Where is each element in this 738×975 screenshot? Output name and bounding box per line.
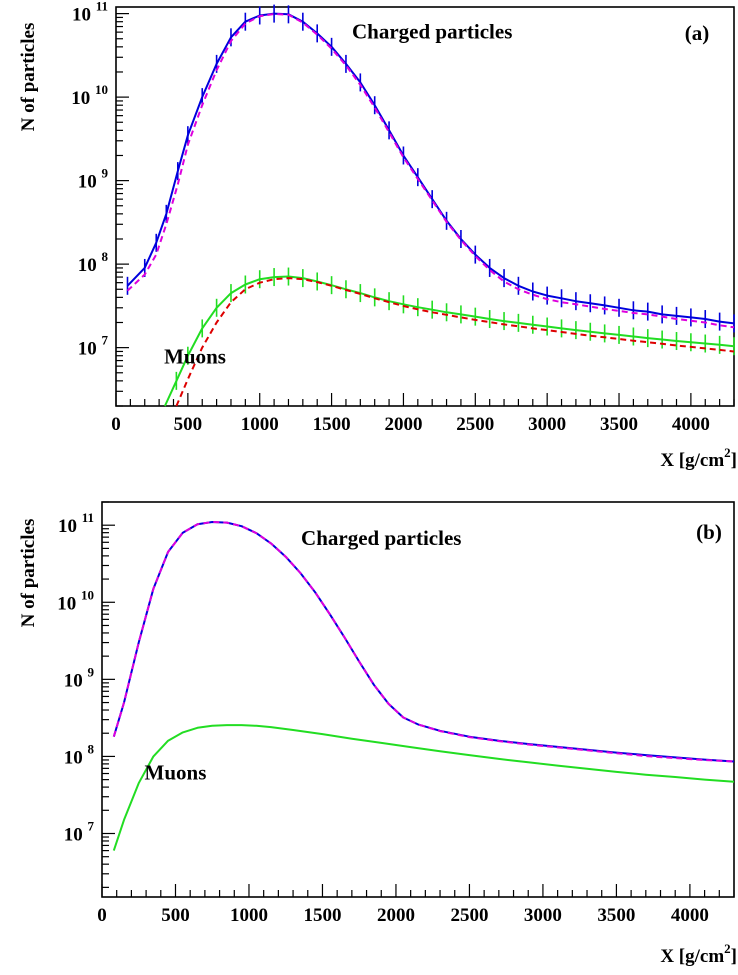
muons-label: Muons <box>164 344 226 368</box>
x-axis-label: X [g/cm2] <box>660 941 737 967</box>
charged-particles-label: Charged particles <box>352 20 512 44</box>
y-tick-base: 10 <box>64 824 88 845</box>
x-tick-label: 2500 <box>456 414 494 435</box>
x-tick-label: 3500 <box>597 905 635 926</box>
series-line-2 <box>163 275 735 407</box>
chart-panel-a: 0 500 1000 1500 2000 2500 3000 3500 4000 10 7 10 8… <box>18 0 737 471</box>
x-tick-label: 3000 <box>528 414 566 435</box>
axis-ticks <box>115 13 735 407</box>
y-tick-base: 10 <box>58 516 82 537</box>
series-line-3 <box>175 277 735 407</box>
series-layer <box>126 4 735 407</box>
x-tick-label: 4000 <box>671 905 709 926</box>
y-axis-label: N of particles <box>18 23 39 132</box>
y-tick-exponent: 8 <box>102 249 109 264</box>
y-tick-base: 10 <box>57 593 81 614</box>
x-axis-label: X [g/cm2] <box>660 445 737 471</box>
chart-panel-b: 0 500 1000 1500 2000 2500 3000 3500 4000 10 7 10 8… <box>0 488 738 975</box>
y-tick-label: 10 10 <box>57 587 94 614</box>
x-tick-label: 2500 <box>450 905 488 926</box>
x-axis-label-sup: 2 <box>724 445 731 460</box>
panel-label: (b) <box>696 520 722 544</box>
y-tick-label: 10 8 <box>78 249 109 276</box>
y-tick-base: 10 <box>78 339 102 360</box>
x-tick-label: 500 <box>161 905 190 926</box>
y-tick-label: 10 11 <box>72 0 108 26</box>
y-tick-base: 10 <box>71 88 95 109</box>
x-tick-label: 0 <box>111 414 121 435</box>
y-axis-title: N of particles <box>18 519 39 628</box>
y-tick-base: 10 <box>78 172 102 193</box>
y-tick-base: 10 <box>64 670 88 691</box>
x-axis-label-main: X [g/cm <box>660 946 724 967</box>
series-line-2 <box>112 724 735 851</box>
y-tick-exponent: 11 <box>82 510 94 525</box>
x-axis-label-close: ] <box>731 450 737 471</box>
y-tick-base: 10 <box>64 747 88 768</box>
plot-frame <box>115 6 735 407</box>
y-axis-title: N of particles <box>18 23 39 132</box>
x-tick-label: 2000 <box>377 905 415 926</box>
plot-frame <box>101 501 735 898</box>
x-tick-label: 1000 <box>230 905 268 926</box>
y-tick-exponent: 8 <box>88 741 95 756</box>
x-axis-label-main: X [g/cm <box>660 450 724 471</box>
y-tick-label: 10 7 <box>78 333 109 360</box>
y-axis-label: N of particles <box>18 519 39 628</box>
axis-ticks <box>101 501 735 897</box>
y-tick-label: 10 9 <box>64 664 95 691</box>
x-tick-label: 2000 <box>384 414 422 435</box>
x-axis-label-close: ] <box>731 946 737 967</box>
series-layer <box>112 521 735 851</box>
y-tick-label: 10 9 <box>78 166 109 193</box>
panel-label: (a) <box>685 21 710 45</box>
x-tick-label: 3500 <box>600 414 638 435</box>
y-tick-base: 10 <box>72 5 96 26</box>
series-line-1 <box>112 521 735 763</box>
series-line-0 <box>126 12 735 325</box>
y-tick-label: 10 7 <box>64 818 95 845</box>
x-tick-label: 3000 <box>524 905 562 926</box>
y-tick-label: 10 10 <box>71 82 108 109</box>
y-tick-exponent: 9 <box>102 166 109 181</box>
y-tick-exponent: 7 <box>102 333 109 348</box>
x-tick-label: 1000 <box>241 414 279 435</box>
y-tick-label: 10 8 <box>64 741 95 768</box>
y-tick-exponent: 7 <box>88 818 95 833</box>
x-tick-label: 1500 <box>313 414 351 435</box>
x-tick-label: 1500 <box>303 905 341 926</box>
x-tick-label: 4000 <box>672 414 710 435</box>
x-axis-label-sup: 2 <box>724 941 731 956</box>
series-line-1 <box>126 13 735 329</box>
y-tick-exponent: 10 <box>95 82 108 97</box>
y-tick-exponent: 10 <box>81 587 94 602</box>
y-tick-base: 10 <box>78 255 102 276</box>
charged-particles-label: Charged particles <box>301 526 461 550</box>
x-tick-label: 500 <box>174 414 203 435</box>
y-tick-label: 10 11 <box>58 510 94 537</box>
muons-label: Muons <box>145 761 207 785</box>
y-tick-exponent: 9 <box>88 664 95 679</box>
x-tick-label: 0 <box>97 905 107 926</box>
y-tick-exponent: 11 <box>96 0 108 14</box>
